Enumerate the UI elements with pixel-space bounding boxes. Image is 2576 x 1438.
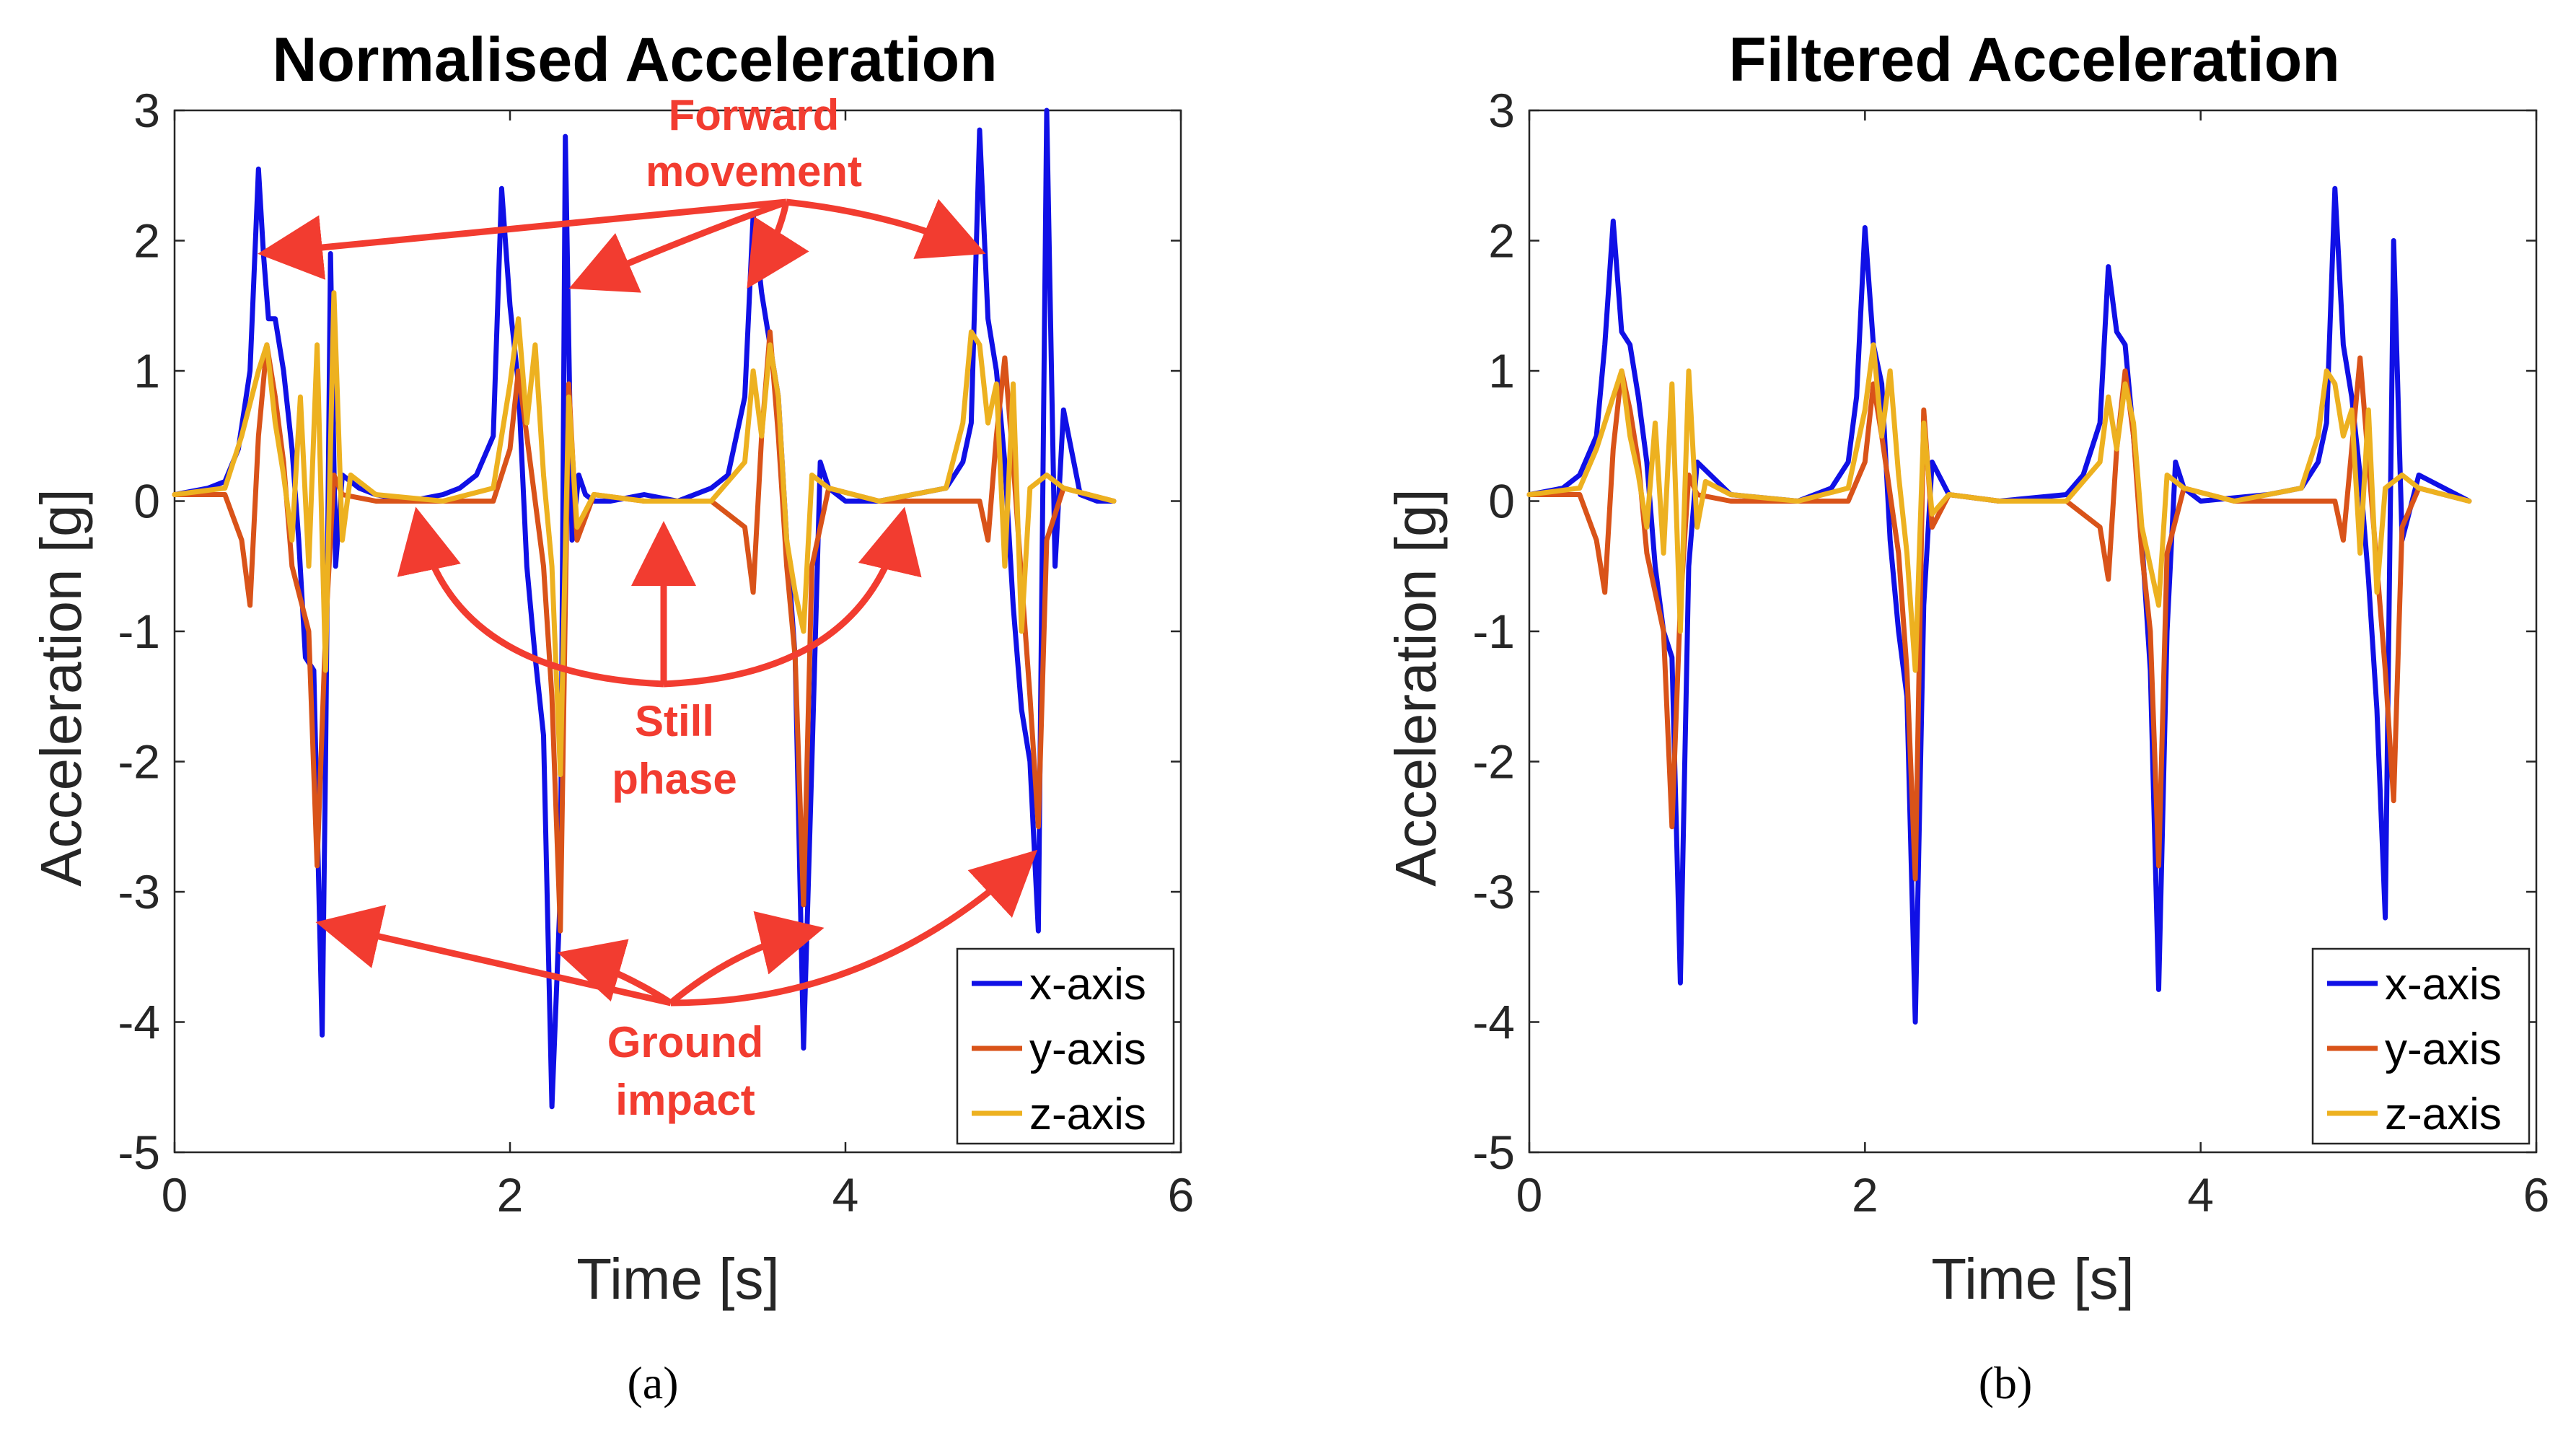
legend-label: z-axis [1029, 1090, 1146, 1139]
legend: x-axis y-axis z-axis [956, 947, 1175, 1145]
y-tick-label: -1 [118, 605, 160, 658]
annotation-arrows [258, 198, 1038, 1007]
forward-arrow-2 [568, 198, 788, 293]
still-arrow-3 [663, 507, 922, 688]
forward-arrow-3 [747, 201, 809, 289]
y-tick-label: -1 [1472, 605, 1515, 658]
annotation-ground-line2: impact [615, 1076, 755, 1124]
forward-arrow-1 [258, 198, 787, 280]
x-tick-label: 2 [497, 1168, 524, 1222]
x-axis-label: Time [s] [576, 1247, 779, 1311]
y-tick-label: 2 [133, 214, 160, 268]
y-tick-label: -4 [118, 996, 160, 1049]
panel-a: Normalised Acceleration 0 2 4 6 3 2 1 0 -1 -2 -3 -4… [29, 25, 1194, 1408]
series-line-z-axis [1526, 342, 2472, 673]
still-arrow-1 [397, 507, 664, 688]
annotation-ground-line1: Ground [607, 1018, 764, 1066]
y-tick-label: 3 [133, 84, 160, 137]
forward-arrow-4 [786, 198, 986, 259]
y-tick-label: -4 [1472, 996, 1515, 1049]
annotation-forward-line1: Forward [669, 91, 840, 139]
x-tick-label: 2 [1852, 1168, 1878, 1222]
legend-label: y-axis [1029, 1025, 1146, 1074]
legend-label: x-axis [2385, 960, 2502, 1009]
chart-title: Normalised Acceleration [272, 25, 997, 95]
y-axis-label: Acceleration [g] [29, 488, 93, 886]
x-tick-label: 0 [1516, 1168, 1543, 1222]
x-tick-label: 4 [832, 1168, 859, 1222]
x-tick-label: 6 [1168, 1168, 1195, 1222]
y-tick-label: -3 [1472, 865, 1515, 919]
annotations: Forward movement Still phase Ground impa… [258, 91, 1038, 1124]
y-tick-label: 2 [1488, 214, 1515, 268]
y-tick-label: -2 [1472, 735, 1515, 789]
y-tick-label: -5 [118, 1126, 160, 1179]
y-tick-label: 0 [133, 475, 160, 528]
panel-b: Filtered Acceleration 0 2 4 6 3 2 1 0 -1 -2 -3 -4 -5… [1384, 25, 2549, 1408]
legend-label: z-axis [2385, 1090, 2502, 1139]
annotation-still-line1: Still [635, 697, 714, 745]
ground-arrow-2 [557, 939, 673, 1006]
series-line-z-axis [172, 290, 1117, 778]
y-axis-label: Acceleration [g] [1384, 488, 1448, 886]
annotation-forward-line2: movement [646, 147, 862, 196]
x-tick-label: 6 [2523, 1168, 2550, 1222]
y-tick-label: -2 [118, 735, 160, 789]
y-tick-label: 0 [1488, 475, 1515, 528]
ground-arrow-4 [670, 849, 1038, 1007]
y-tick-label: -5 [1472, 1126, 1515, 1179]
plot-area: 0 2 4 6 3 2 1 0 -1 -2 -3 -4 -5 x-axis y-axis z-axis [1472, 84, 2549, 1222]
panel-caption: (a) [627, 1357, 678, 1408]
chart-title: Filtered Acceleration [1728, 25, 2340, 95]
legend-label: x-axis [1029, 960, 1146, 1009]
y-tick-label: -3 [118, 865, 160, 919]
ground-arrow-3 [669, 911, 825, 1006]
legend-label: y-axis [2385, 1025, 2502, 1074]
x-axis-label: Time [s] [1931, 1247, 2134, 1311]
annotation-still-line2: phase [612, 755, 737, 803]
x-tick-label: 4 [2187, 1168, 2214, 1222]
y-tick-label: 1 [1488, 344, 1515, 398]
y-tick-label: 3 [1488, 84, 1515, 137]
x-tick-label: 0 [162, 1168, 188, 1222]
panel-caption: (b) [1979, 1357, 2033, 1408]
y-tick-label: 1 [133, 344, 160, 398]
legend: x-axis y-axis z-axis [2311, 947, 2531, 1145]
